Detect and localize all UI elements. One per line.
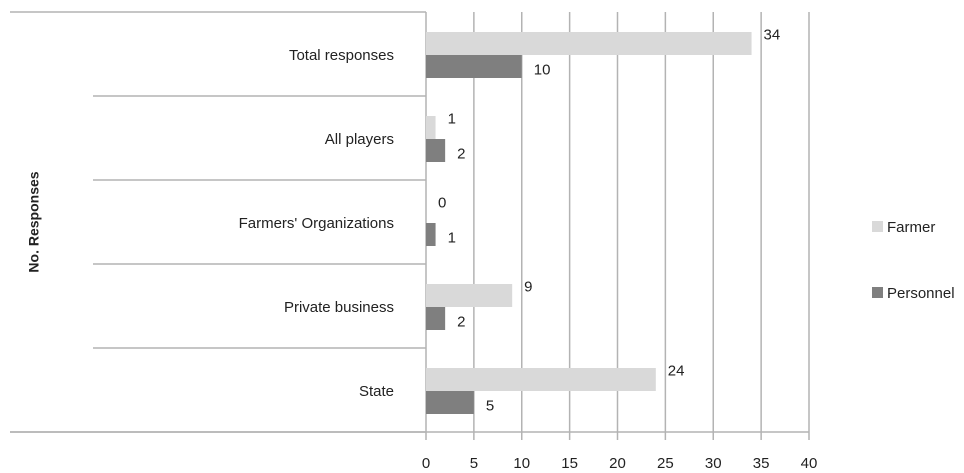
legend-swatch bbox=[872, 221, 883, 232]
legend-label: Personnel bbox=[887, 285, 955, 302]
value-label: 24 bbox=[668, 362, 685, 379]
y-tick-label: All players bbox=[325, 131, 394, 148]
x-tick-label: 20 bbox=[609, 455, 626, 472]
value-label: 10 bbox=[534, 61, 551, 78]
bar bbox=[426, 391, 474, 414]
bar bbox=[426, 139, 446, 162]
value-label: 1 bbox=[448, 229, 456, 246]
x-tick-label: 15 bbox=[561, 455, 578, 472]
bar bbox=[426, 368, 656, 391]
value-label: 0 bbox=[438, 194, 446, 211]
bar bbox=[426, 32, 752, 55]
value-label: 1 bbox=[448, 110, 456, 127]
x-tick-label: 0 bbox=[422, 455, 430, 472]
bar bbox=[426, 116, 436, 139]
value-label: 34 bbox=[764, 26, 781, 43]
x-tick-label: 40 bbox=[801, 455, 818, 472]
x-tick-label: 35 bbox=[753, 455, 770, 472]
bar bbox=[426, 284, 513, 307]
x-tick-label: 10 bbox=[513, 455, 530, 472]
legend-label: Farmer bbox=[887, 219, 935, 236]
y-axis-label: No. Responses bbox=[26, 171, 42, 272]
y-tick-label: Farmers' Organizations bbox=[239, 215, 394, 232]
y-tick-label: Total responses bbox=[289, 47, 394, 64]
value-label: 9 bbox=[524, 278, 532, 295]
bar bbox=[426, 55, 522, 78]
bar bbox=[426, 307, 446, 330]
y-tick-label: State bbox=[359, 383, 394, 400]
x-tick-label: 25 bbox=[657, 455, 674, 472]
bar bbox=[426, 223, 436, 246]
value-label: 5 bbox=[486, 397, 494, 414]
value-label: 2 bbox=[457, 145, 465, 162]
value-label: 2 bbox=[457, 313, 465, 330]
x-tick-label: 5 bbox=[470, 455, 478, 472]
legend-swatch bbox=[872, 287, 883, 298]
y-tick-label: Private business bbox=[284, 299, 394, 316]
x-tick-label: 30 bbox=[705, 455, 722, 472]
